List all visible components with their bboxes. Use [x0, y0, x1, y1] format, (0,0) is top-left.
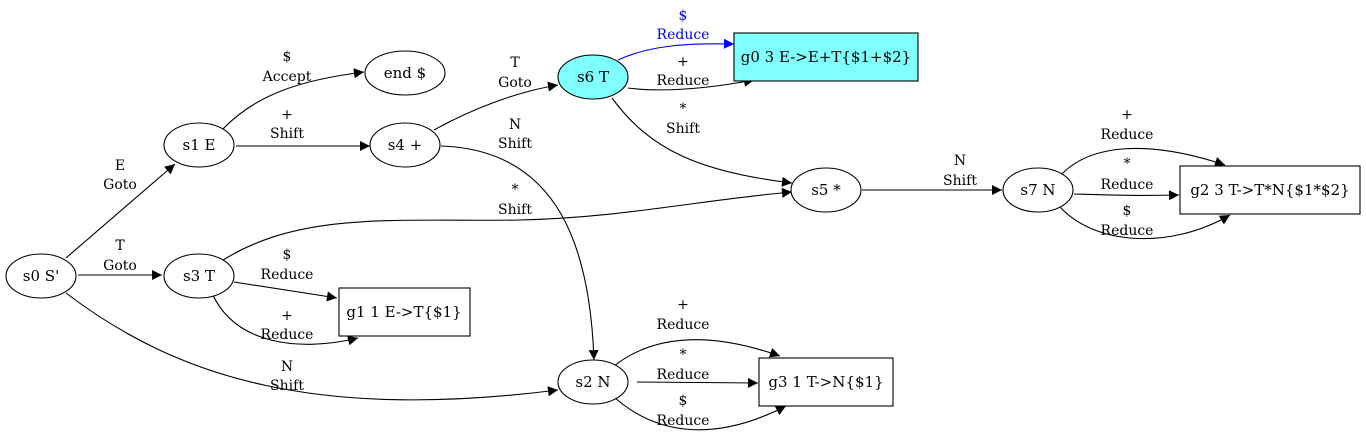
node-g2-label: g2 3 T->T*N{$1*$2}: [1190, 181, 1349, 199]
node-g3-shape[interactable]: [758, 357, 894, 407]
edge-label-action: Reduce: [657, 73, 710, 89]
edge-s7-g2-plus: [1059, 147, 1226, 177]
edge-label-action: Reduce: [261, 267, 314, 283]
node-s5-shape[interactable]: [790, 167, 862, 213]
edge-s0-s2: [65, 292, 559, 401]
edge-label-action: Reduce: [657, 413, 710, 429]
node-s0-shape[interactable]: [5, 253, 77, 299]
edge-label-symbol: *: [512, 182, 519, 198]
edge-label-action: Goto: [498, 75, 532, 91]
edge-label-symbol: $: [679, 8, 688, 24]
node-s4-label: s4 +: [388, 136, 423, 154]
edge-s6-s5: [611, 97, 793, 187]
node-s2-label: s2 N: [575, 373, 610, 391]
node-g1-shape[interactable]: [338, 287, 471, 337]
edge-s6-g0-dollar: [617, 38, 735, 61]
edge-s0-s1: [65, 163, 176, 259]
edge-s2-g3-dollar: [613, 396, 787, 431]
edge-s7-g2-star: [1073, 190, 1180, 201]
node-s6-shape[interactable]: [557, 54, 629, 100]
edge-label-action: Shift: [666, 121, 700, 137]
edge-label-action: Shift: [498, 202, 532, 218]
edge-s6-g0-plus: [627, 76, 755, 91]
edge-s3-g1-plus: [211, 292, 359, 346]
edge-label-symbol: *: [680, 101, 687, 117]
edge-label-action: Shift: [270, 126, 304, 142]
edge-label-symbol: T: [115, 238, 125, 254]
node-s4-shape[interactable]: [369, 122, 441, 168]
node-g0-label: g0 3 E->E+T{$1+$2}: [741, 48, 911, 66]
edge-s2-g3-plus: [613, 339, 781, 367]
edge-label-action: Shift: [943, 173, 977, 189]
edge-label-symbol: +: [1121, 107, 1133, 123]
edge-label-action: Reduce: [1101, 177, 1154, 193]
node-s5-label: s5 *: [811, 181, 841, 199]
edge-label-symbol: N: [954, 153, 966, 169]
edge-label-action: Accept: [262, 69, 312, 85]
node-g0-shape[interactable]: [733, 32, 919, 82]
node-s1-shape[interactable]: [163, 122, 235, 168]
edge-label-action: Goto: [103, 177, 137, 193]
node-g3-label: g3 1 T->N{$1}: [768, 373, 883, 391]
node-s3-label: s3 T: [183, 267, 215, 285]
edge-label-symbol: N: [281, 359, 293, 375]
edge-s1-end: [221, 68, 365, 131]
edge-label-symbol: $: [1123, 203, 1132, 219]
node-s1-label: s1 E: [183, 136, 216, 154]
edge-label-symbol: T: [510, 55, 520, 71]
edge-s4-s6: [433, 81, 559, 131]
edge-label-action: Shift: [270, 378, 304, 394]
edge-label-symbol: E: [115, 158, 125, 174]
edge-label-action: Goto: [103, 258, 137, 274]
edge-label-symbol: *: [680, 347, 687, 363]
edge-s2-g3-star: [636, 377, 759, 388]
edge-label-symbol: *: [1124, 156, 1131, 172]
edge-label-action: Shift: [498, 136, 532, 152]
node-s7-label: s7 N: [1020, 181, 1055, 199]
edge-label-action: Reduce: [657, 367, 710, 383]
node-s3-shape[interactable]: [163, 253, 235, 299]
node-g1-label: g1 1 E->T{$1}: [346, 303, 461, 321]
edge-label-symbol: +: [677, 297, 689, 313]
edge-label-action: Reduce: [261, 327, 314, 343]
edge-s3-s5: [219, 187, 793, 263]
edge-label-symbol: +: [677, 54, 689, 70]
edge-label-action: Reduce: [1101, 223, 1154, 239]
edge-s7-g2-dollar: [1059, 206, 1231, 240]
node-s7-shape[interactable]: [1002, 167, 1074, 213]
edge-label-action: Reduce: [657, 317, 710, 333]
edge-label-symbol: $: [283, 247, 292, 263]
node-s2-shape[interactable]: [557, 359, 629, 405]
edge-label-symbol: N: [509, 117, 521, 133]
edge-label-symbol: $: [283, 49, 292, 65]
edge-label-symbol: $: [679, 393, 688, 409]
edge-label-symbol: +: [281, 107, 293, 123]
edges: [65, 38, 1231, 431]
edge-s4-s2: [440, 145, 599, 361]
edge-label-symbol: +: [281, 308, 293, 324]
nodes: s0 S' s1 E s3 T s4 + end $ s6 T s5 * s7 …: [5, 32, 1361, 407]
edge-s3-g1-dollar: [233, 281, 338, 302]
node-s6-label: s6 T: [577, 68, 609, 86]
node-end-label: end $: [384, 64, 426, 82]
edge-label-action: Reduce: [1101, 127, 1154, 143]
node-end-shape[interactable]: [364, 50, 446, 96]
edge-labels: E Goto T Goto N Shift $ Accept + Shift T…: [103, 8, 1153, 429]
node-s0-label: s0 S': [23, 267, 59, 285]
node-g2-shape[interactable]: [1179, 165, 1361, 215]
edge-label-action: Reduce: [657, 27, 710, 43]
